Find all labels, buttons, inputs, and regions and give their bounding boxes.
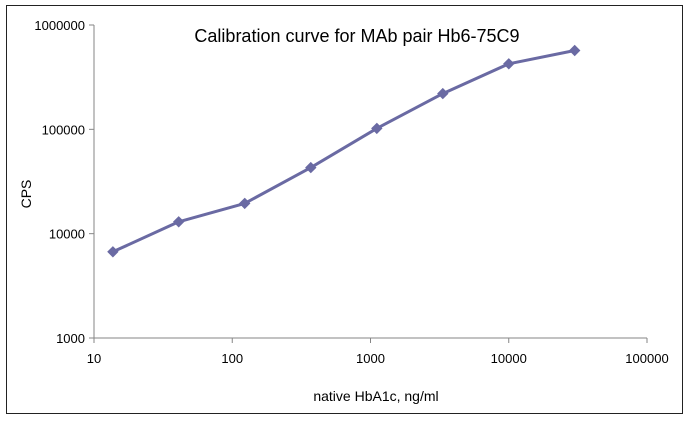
x-tick-label: 100000 (625, 351, 668, 366)
x-tick-label: 1000 (356, 351, 385, 366)
y-tick-label: 1000000 (34, 18, 85, 33)
series-line (112, 49, 575, 254)
y-tick-label: 10000 (49, 227, 85, 242)
series-layer (107, 44, 581, 258)
data-point-marker (371, 122, 383, 135)
chart: Calibration curve for MAb pair Hb6-75C9 … (18, 18, 669, 404)
data-point-marker (305, 161, 317, 174)
data-point-marker (107, 246, 119, 258)
x-tick-label: 100 (221, 351, 243, 366)
y-tick-label: 100000 (42, 122, 85, 137)
y-axis-title: CPS (18, 180, 34, 209)
y-tick-label: 1000 (56, 331, 85, 346)
chart-frame: Calibration curve for MAb pair Hb6-75C9 … (6, 5, 683, 414)
data-point-marker (568, 44, 581, 57)
axes: 10 100 1000 10000 100000 1000 10000 100000 10000… (34, 18, 668, 366)
data-point-marker (437, 87, 449, 100)
data-point-marker (238, 197, 251, 210)
data-point-marker (172, 216, 185, 228)
x-axis-title: native HbA1c, ng/ml (313, 388, 438, 404)
data-point-marker (503, 58, 515, 70)
x-tick-label: 10000 (491, 351, 527, 366)
chart-title: Calibration curve for MAb pair Hb6-75C9 (194, 26, 519, 46)
x-tick-label: 10 (87, 351, 101, 366)
